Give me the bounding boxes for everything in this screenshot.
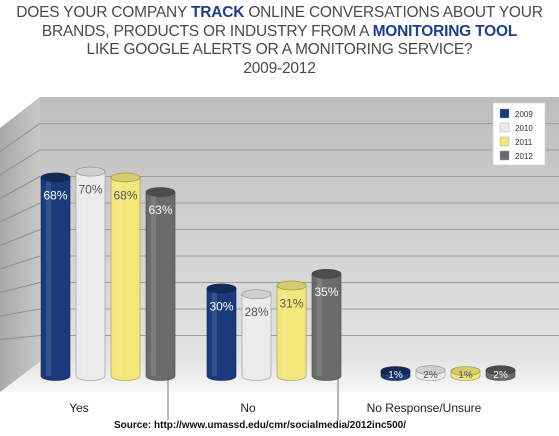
- bar-2010-0: 70%: [75, 166, 106, 381]
- title-line-2: BRANDS, PRODUCTS OR INDUSTRY FROM A MONI…: [41, 22, 518, 40]
- bar-2012-0: 63%: [145, 187, 176, 381]
- bar-body: [276, 285, 307, 381]
- bar-body: [110, 177, 141, 381]
- gridline-side: [0, 202, 41, 223]
- legend-swatch-2011: [499, 136, 510, 147]
- legend-label-2012: 2012: [515, 152, 533, 161]
- gridline-side: [0, 308, 41, 317]
- category-label-no-response-unsure: No Response/Unsure: [366, 401, 482, 415]
- chart-title: DOES YOUR COMPANY TRACK ONLINE CONVERSAT…: [0, 4, 559, 78]
- gridline-side: [0, 176, 41, 199]
- bar-body: [145, 191, 176, 381]
- bar-value-label: 2%: [493, 370, 508, 381]
- bar-2009-0: 68%: [40, 172, 71, 381]
- legend-swatch-2010: [499, 122, 510, 133]
- bar-top: [75, 166, 106, 177]
- bar-body: [206, 288, 237, 381]
- title-emphasis-monitoring-tool: MONITORING TOOL: [372, 22, 518, 40]
- bar-highlight: [247, 294, 252, 376]
- bar-body: [75, 171, 106, 381]
- bar-top: [380, 366, 411, 376]
- bar-2009-2: 1%: [380, 366, 411, 381]
- bar-body: [241, 293, 272, 381]
- source-note: Source: http://www.umassd.edu/cmr/social…: [114, 420, 406, 431]
- bar-2010-1: 28%: [241, 289, 272, 381]
- category-label-yes: Yes: [69, 401, 89, 415]
- bar-highlight: [317, 273, 322, 376]
- gridline-side: [0, 229, 41, 246]
- bar-highlight: [81, 171, 86, 376]
- bar-top: [241, 289, 272, 300]
- bar-2009-1: 30%: [206, 283, 237, 381]
- bar-value-label: 1%: [388, 370, 403, 381]
- bar-highlight: [116, 177, 121, 376]
- bar-top: [145, 187, 176, 197]
- bar-2010-2: 2%: [415, 365, 446, 381]
- gridline-side: [0, 149, 41, 176]
- bar-highlight: [151, 192, 156, 376]
- bar-2011-0: 68%: [110, 172, 141, 381]
- bar-2012-1: 35%: [311, 268, 342, 381]
- legend: 2009 2010 2011 2012: [492, 102, 546, 166]
- bar-2011-2: 1%: [450, 366, 481, 381]
- bar-value-label: 2%: [423, 370, 438, 381]
- bar-value-label: 28%: [244, 305, 268, 319]
- bar-value-label: 70%: [78, 183, 102, 197]
- bar-body: [311, 273, 342, 381]
- bar-top: [206, 283, 237, 294]
- bar-top: [450, 366, 481, 376]
- gridline-side: [0, 123, 41, 152]
- bar-value-label: 31%: [279, 296, 303, 310]
- bar-value-label: 68%: [43, 188, 67, 202]
- bar-value-label: 63%: [148, 203, 172, 217]
- title-emphasis-track: TRACK: [190, 4, 245, 21]
- chart-left-wall: [0, 97, 40, 392]
- bar-top: [40, 172, 71, 183]
- bar-top: [311, 268, 342, 279]
- bar-value-label: 68%: [113, 188, 137, 202]
- bar-highlight: [282, 285, 287, 376]
- legend-swatch-2009: [499, 108, 510, 119]
- legend-swatch-2012: [499, 150, 510, 161]
- bar-highlight: [212, 288, 217, 376]
- bar-highlight: [46, 177, 51, 376]
- legend-label-2009: 2009: [515, 110, 533, 119]
- bar-top: [415, 365, 446, 375]
- bar-top: [485, 365, 516, 375]
- bar-2011-1: 31%: [276, 280, 307, 381]
- bar-value-label: 30%: [209, 299, 233, 313]
- category-label-no: No: [240, 401, 256, 415]
- gridline-side: [0, 335, 41, 340]
- gridline-side: [0, 282, 41, 293]
- bar-top: [110, 172, 141, 183]
- title-line-3: LIKE GOOGLE ALERTS OR A MONITORING SERVI…: [86, 41, 473, 58]
- bar-top: [276, 280, 307, 291]
- bar-value-label: 35%: [314, 285, 338, 299]
- bar-body: [40, 177, 71, 381]
- bar-2012-2: 2%: [485, 365, 516, 381]
- title-line-4: 2009-2012: [243, 59, 316, 77]
- bar-value-label: 1%: [458, 370, 473, 381]
- bars: 68% 30% 1% 70% 28% 2% 68% 31% 1% 63% 35% 2%: [40, 166, 516, 381]
- legend-label-2011: 2011: [515, 138, 533, 147]
- gridline-side: [0, 255, 41, 270]
- title-line-1: DOES YOUR COMPANY TRACK ONLINE CONVERSAT…: [16, 4, 543, 21]
- legend-label-2010: 2010: [515, 124, 533, 133]
